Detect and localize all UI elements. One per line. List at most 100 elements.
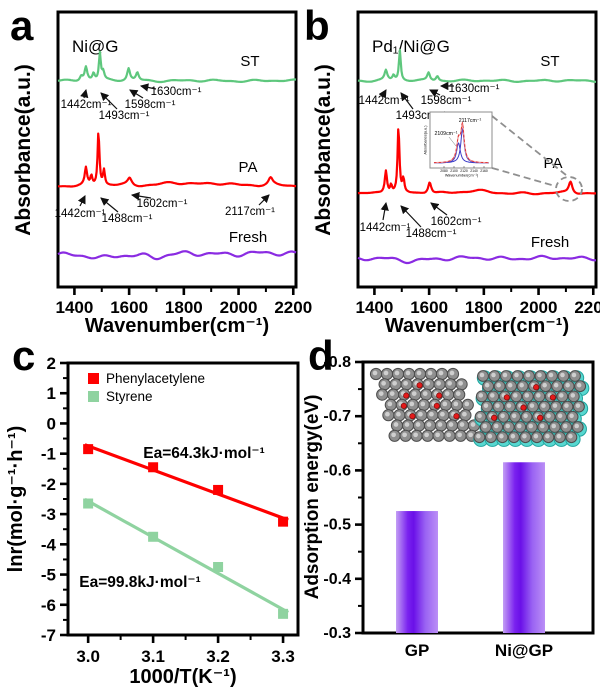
series-label-2: Fresh (531, 234, 569, 251)
peak-annotation: 1630cm⁻¹ (449, 83, 500, 95)
atom-highlight (546, 413, 551, 419)
panel-a-x-axis-title: Wavenumber(cm⁻¹) (85, 315, 269, 337)
atom-highlight (499, 433, 504, 439)
atom-highlight (551, 423, 557, 429)
atom-highlight (574, 423, 580, 429)
atom-highlight (385, 411, 390, 417)
inset-peak-label: 2117cm⁻¹ (459, 118, 482, 124)
annotation-arrow (80, 88, 89, 99)
annotation-arrow (100, 92, 118, 110)
bar-label-gp: GP (405, 641, 430, 660)
atom-highlight (557, 413, 563, 419)
atom-highlight (542, 382, 547, 388)
atom-highlight (442, 401, 448, 407)
data-point-Styrene (83, 498, 94, 509)
adsorbate-atom (537, 414, 544, 421)
peak-annotation: 2117cm⁻¹ (225, 206, 275, 218)
peak-annotation: 1598cm⁻¹ (421, 95, 472, 107)
atom-highlight (537, 372, 542, 378)
atom-highlight (468, 432, 473, 438)
series-label-0: ST (240, 53, 259, 70)
panel-a-letter: a (10, 2, 34, 49)
atom-highlight (570, 393, 576, 398)
atom-highlight (479, 372, 485, 378)
graphene-cluster-inset (369, 367, 481, 442)
atom-highlight (519, 382, 524, 388)
y-tick-label: -0.7 (323, 408, 351, 425)
y-tick-label: 1 (47, 384, 56, 403)
atom-highlight (387, 401, 393, 407)
atom-highlight (436, 380, 441, 386)
x-tick-label: 3.0 (76, 647, 100, 666)
atom-highlight (568, 433, 573, 439)
atom-highlight (418, 411, 423, 417)
peak-annotation: 1442cm⁻¹ (360, 222, 411, 234)
atom-highlight (525, 372, 531, 378)
annotation-arrow (429, 89, 441, 98)
panel-c-letter: c (12, 332, 35, 379)
atom-highlight (449, 370, 455, 376)
atom-highlight (415, 422, 421, 427)
atom-highlight (483, 403, 489, 408)
atom-highlight (571, 372, 577, 378)
y-tick-label: -1 (41, 445, 56, 464)
inset-connector-line (491, 115, 567, 176)
atom-highlight (383, 370, 389, 376)
annotation-arrow (129, 89, 144, 99)
peak-annotation: 1442cm⁻¹ (55, 208, 106, 220)
atom-highlight (536, 393, 541, 398)
y-tick-label: -2 (41, 475, 56, 494)
atom-highlight (491, 372, 496, 378)
atom-highlight (391, 432, 396, 438)
x-tick-label: 1400 (55, 298, 93, 317)
atom-highlight (510, 433, 516, 439)
atom-highlight (533, 433, 539, 439)
atom-highlight (523, 413, 528, 419)
legend-swatch-1 (88, 391, 99, 402)
bar-label-nigp: Ni@GP (495, 641, 553, 660)
annotation-arrow (380, 201, 389, 221)
atom-highlight (453, 401, 459, 407)
atom-highlight (403, 380, 408, 386)
annotation-arrow (139, 83, 157, 92)
atom-highlight (392, 380, 397, 386)
annotation-arrow (400, 205, 422, 228)
y-tick-label: -4 (41, 535, 57, 554)
ni-graphene-cluster-inset (473, 370, 590, 447)
x-tick-label: 2000 (220, 298, 258, 317)
data-point-Phenylacetylene (148, 462, 159, 473)
atom-highlight (429, 411, 434, 417)
inset-fit-dashed-curve (433, 121, 489, 164)
atom-highlight (487, 433, 493, 439)
atom-highlight (513, 393, 518, 398)
atom-highlight (424, 432, 429, 438)
atom-highlight (493, 423, 499, 429)
data-point-Styrene (148, 531, 159, 542)
atom-highlight (529, 403, 535, 408)
atom-highlight (505, 423, 511, 429)
atom-highlight (405, 370, 411, 376)
x-tick-label: 1800 (165, 298, 203, 317)
atom-highlight (426, 422, 432, 427)
y-tick-label: -6 (41, 596, 56, 615)
atom-highlight (553, 382, 559, 388)
inset-x-tick-label: 2100 (450, 169, 458, 173)
atom-highlight (545, 433, 550, 439)
atom-highlight (482, 423, 488, 429)
atom-highlight (420, 401, 426, 407)
atom-highlight (569, 413, 574, 419)
atom-highlight (516, 423, 522, 429)
x-tick-label: 3.3 (271, 647, 295, 666)
panel-d-chart: d GP Ni@GP Adsorption energy(eV) -0.8 -0.… (302, 332, 595, 660)
spectrum-curve-PA (57, 132, 297, 188)
panel-a-title: Ni@G (72, 37, 119, 56)
y-tick-label: -7 (41, 626, 56, 645)
x-tick-label: 2200 (574, 298, 600, 317)
atom-highlight (539, 423, 545, 429)
atom-highlight (576, 382, 582, 388)
atom-highlight (548, 372, 554, 378)
atom-highlight (422, 391, 428, 396)
atom-highlight (394, 370, 400, 376)
atom-highlight (524, 393, 530, 398)
series-label-2: Fresh (229, 229, 267, 246)
